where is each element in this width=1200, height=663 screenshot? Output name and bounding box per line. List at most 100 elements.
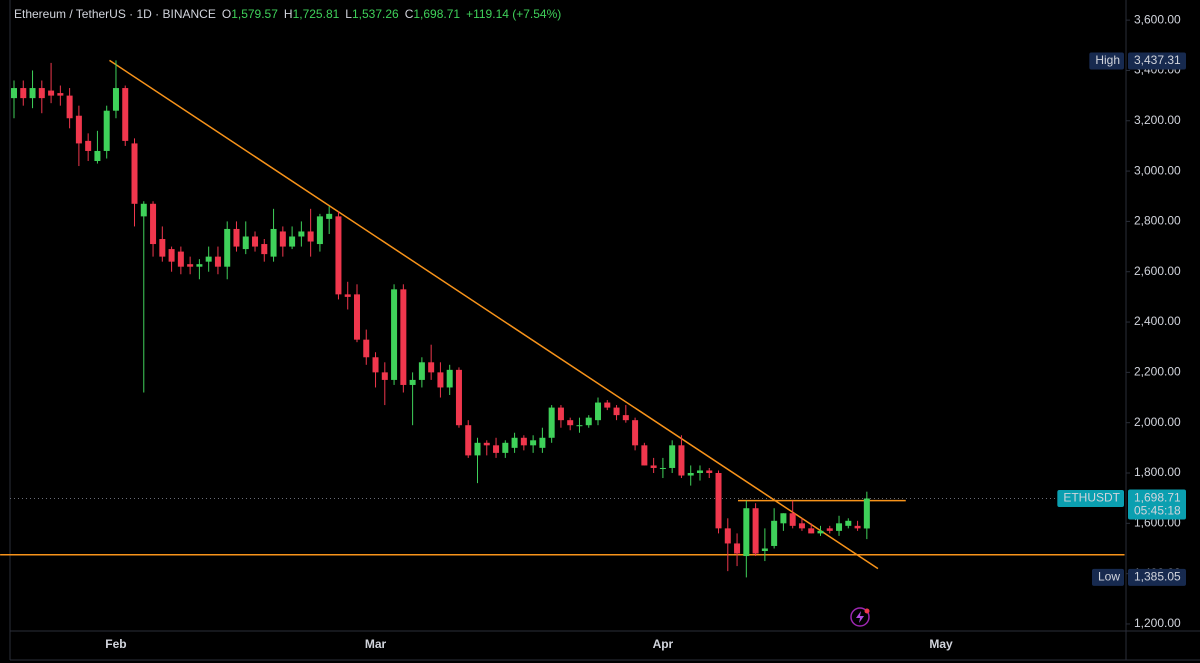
candle-body (335, 216, 342, 295)
candle-body (122, 88, 129, 141)
candle-body (548, 407, 555, 438)
candle-body (372, 357, 379, 373)
candle-body (66, 95, 73, 119)
candle-body (29, 88, 36, 99)
legend-label: L (345, 7, 352, 21)
candle-body (622, 415, 629, 421)
y-tick-label: 3,000.00 (1134, 163, 1181, 177)
candle-body (298, 231, 305, 237)
candle-body (252, 236, 259, 247)
candle-body (363, 339, 370, 358)
lightning-icon[interactable] (850, 607, 870, 627)
legend-value: 1,698.71 (413, 7, 460, 21)
candle-body (678, 445, 685, 476)
candle-body (289, 236, 296, 247)
candle-body (557, 407, 564, 421)
trend-line (109, 59, 879, 570)
y-tick-label: 2,400.00 (1134, 314, 1181, 328)
candle-body (344, 294, 351, 297)
price-label-box (1128, 568, 1186, 586)
candle-body (696, 470, 703, 474)
candle-body (57, 93, 64, 96)
candle-body (520, 437, 527, 446)
candle-body (659, 467, 666, 469)
candle-body (446, 369, 453, 388)
candle-body (595, 402, 602, 421)
price-label-name: ETHUSDT (1063, 491, 1120, 505)
candle-body (808, 528, 815, 534)
x-tick-label: Feb (105, 637, 126, 651)
candle-body (604, 402, 611, 408)
legend-label: O (222, 7, 231, 21)
candle-body (131, 143, 138, 204)
candle-body (706, 470, 713, 474)
candle-body (474, 442, 481, 456)
candle-body (715, 473, 722, 529)
candle-body (650, 465, 657, 468)
candle-body (214, 256, 221, 267)
candle-body (687, 473, 694, 476)
candle-body (428, 362, 435, 373)
candle-body (854, 525, 861, 529)
candle-body (196, 264, 203, 267)
candle-body (752, 508, 759, 554)
candle-body (530, 440, 537, 446)
candle-body (539, 437, 546, 448)
candle-body (140, 203, 147, 217)
legend-value: 1,537.26 (352, 7, 399, 21)
candle-body (669, 445, 676, 468)
candle-body (159, 239, 166, 257)
y-tick-label: 1,200.00 (1134, 616, 1181, 630)
price-label-value: 1,698.71 (1134, 491, 1181, 505)
y-tick-label: 2,800.00 (1134, 214, 1181, 228)
price-label-countdown: 05:45:18 (1134, 504, 1181, 518)
y-tick-label: 2,200.00 (1134, 365, 1181, 379)
candle-body (381, 372, 388, 380)
price-label-value: 3,437.31 (1134, 53, 1181, 67)
candle-body (836, 523, 843, 531)
candle-body (48, 90, 55, 96)
candle-body (20, 88, 27, 99)
candle-body (307, 231, 314, 242)
candle-body (11, 88, 17, 99)
candle-body (168, 249, 175, 262)
candle-body (632, 420, 639, 446)
candle-body (437, 372, 444, 388)
candle-body (845, 520, 852, 526)
candle-body (270, 228, 277, 257)
price-label-value: 1,385.05 (1134, 570, 1181, 584)
candle-body (465, 425, 472, 456)
candle-body (391, 289, 398, 380)
candle-body (771, 520, 778, 546)
candle-body (224, 228, 231, 267)
price-label-box (1128, 489, 1186, 520)
candle-body (613, 407, 620, 416)
price-label-name: High (1095, 53, 1120, 67)
x-tick-label: May (929, 637, 953, 651)
candle-body (743, 508, 750, 557)
y-tick-label: 2,000.00 (1134, 415, 1181, 429)
candle-body (493, 445, 500, 453)
candle-body (38, 88, 45, 99)
candle-body (502, 442, 509, 453)
candle-body (724, 528, 731, 544)
candle-body (817, 530, 824, 534)
candle-body (863, 498, 870, 529)
candle-body (326, 213, 333, 219)
candle-body (112, 88, 119, 111)
candle-body (233, 228, 240, 247)
candle-body (585, 417, 592, 426)
chart-title: Ethereum / TetherUS · 1D · BINANCE (14, 7, 216, 21)
legend-label: C (405, 7, 414, 21)
chart-header: Ethereum / TetherUS · 1D · BINANCE O1,579… (14, 7, 561, 21)
y-tick-label: 2,600.00 (1134, 264, 1181, 278)
candle-body (103, 110, 110, 151)
candle-body (400, 289, 407, 385)
candle-body (483, 442, 490, 446)
candle-body (261, 244, 268, 255)
candle-body (576, 425, 583, 427)
x-tick-label: Apr (653, 637, 674, 651)
candle-body (826, 528, 833, 531)
